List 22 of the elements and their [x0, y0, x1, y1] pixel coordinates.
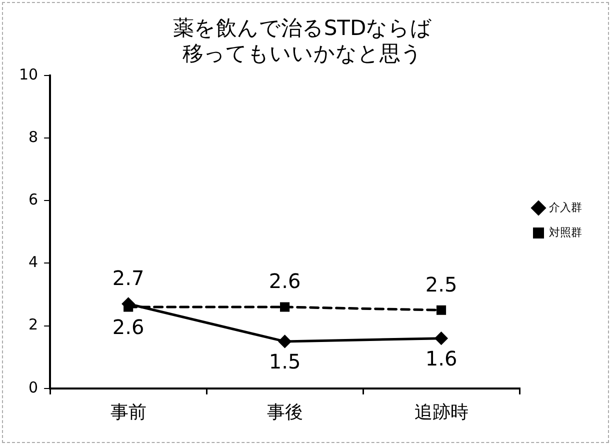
data-label: 2.7	[112, 266, 144, 290]
data-label: 2.6	[112, 315, 144, 340]
point	[436, 305, 446, 315]
data-label: 1.5	[268, 350, 301, 374]
point	[280, 302, 290, 312]
y-tick-label: 10	[18, 65, 38, 84]
y-tick-label: 4	[28, 253, 38, 272]
x-tick-label: 追跡時	[414, 402, 468, 423]
legend-label: 対照群	[549, 226, 582, 239]
x-tick-label: 事前	[110, 402, 146, 423]
data-label: 2.5	[425, 272, 458, 296]
data-label: 1.6	[425, 346, 458, 371]
y-tick-label: 6	[28, 190, 38, 208]
chart-title: 薬を飲んで治るSTDならば移ってもいいかなと思う	[172, 16, 432, 66]
point	[435, 332, 448, 345]
legend-label: 介入群	[549, 200, 582, 214]
x-tick-label: 事後	[266, 402, 303, 423]
y-tick-label: 2	[28, 316, 38, 334]
y-tick-label: 8	[28, 128, 38, 146]
point	[278, 335, 292, 348]
data-label: 2.6	[268, 269, 301, 294]
y-tick-label: 0	[28, 378, 38, 396]
